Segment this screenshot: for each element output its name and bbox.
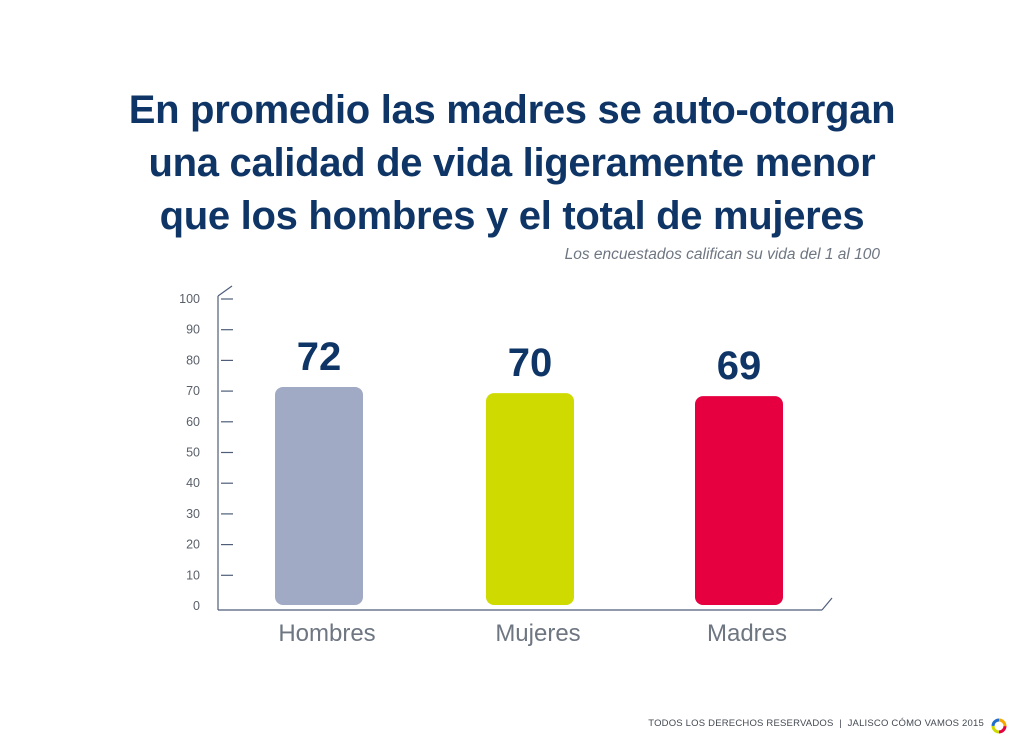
category-labels: Hombres Mujeres Madres [278,620,787,647]
x-axis-cap [821,597,833,611]
y-tick-label: 10 [186,568,200,582]
y-tick-label: 60 [186,415,200,429]
y-axis: 0 10 20 30 40 50 60 70 80 90 100 [179,285,233,613]
y-tick-label: 100 [179,292,200,306]
chart-title-line-3: que los hombres y el total de mujeres [159,194,865,238]
data-label: 72 [297,335,342,379]
data-labels: 72 70 69 [297,335,762,388]
footer: TODOS LOS DERECHOS RESERVADOS | JALISCO … [648,718,984,729]
brand-logo-icon [991,718,1007,734]
category-label: Madres [707,620,787,647]
x-axis [218,597,833,611]
footer-rights: TODOS LOS DERECHOS RESERVADOS [648,718,834,729]
chart-title: En promedio las madres se auto-otorgan u… [60,84,964,243]
y-tick-label: 80 [186,353,200,367]
y-tick-label: 90 [186,323,200,337]
bars [275,386,783,605]
y-tick-label: 70 [186,384,200,398]
footer-brand: JALISCO CÓMO VAMOS 2015 [847,718,984,729]
y-tick-label: 40 [186,476,200,490]
y-axis-cap [217,285,233,297]
category-label: Hombres [278,620,375,647]
bar-madres [695,396,783,605]
category-label: Mujeres [495,620,580,647]
y-tick-label: 30 [186,507,200,521]
data-label: 69 [717,344,762,388]
chart-title-line-1: En promedio las madres se auto-otorgan [128,88,896,132]
y-tick-label: 0 [193,599,200,613]
bar-hombres [275,386,363,605]
footer-separator: | [839,718,842,729]
chart-title-line-2: una calidad de vida ligeramente menor [148,141,876,185]
chart-subtitle: Los encuestados califican su vida del 1 … [564,246,880,263]
data-label: 70 [508,341,553,385]
bar-mujeres [486,393,574,605]
y-tick-label: 50 [186,446,200,460]
y-tick-label: 20 [186,538,200,552]
